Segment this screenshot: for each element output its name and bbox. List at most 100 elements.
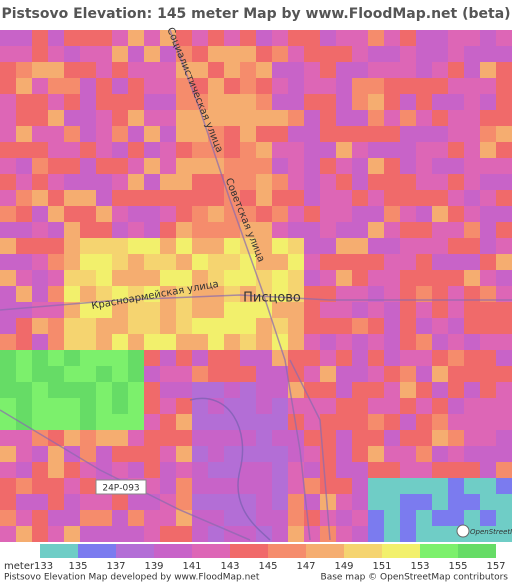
raster-cell [416, 318, 432, 334]
raster-cell [32, 30, 48, 46]
raster-cell [176, 318, 192, 334]
raster-cell [416, 110, 432, 126]
raster-cell [352, 350, 368, 366]
raster-cell [96, 286, 112, 302]
raster-cell [256, 94, 272, 110]
raster-cell [384, 430, 400, 446]
raster-cell [0, 110, 16, 126]
raster-cell [272, 382, 288, 398]
raster-cell [448, 494, 464, 510]
raster-cell [32, 62, 48, 78]
raster-cell [208, 190, 224, 206]
raster-cell [0, 510, 16, 526]
raster-cell [208, 238, 224, 254]
raster-cell [176, 446, 192, 462]
raster-cell [336, 414, 352, 430]
raster-cell [240, 142, 256, 158]
raster-cell [256, 62, 272, 78]
raster-cell [176, 206, 192, 222]
raster-cell [480, 254, 496, 270]
raster-cell [144, 206, 160, 222]
raster-cell [112, 318, 128, 334]
raster-cell [496, 62, 512, 78]
raster-cell [368, 238, 384, 254]
raster-cell [320, 382, 336, 398]
raster-cell [144, 270, 160, 286]
raster-cell [128, 94, 144, 110]
raster-cell [320, 494, 336, 510]
raster-cell [256, 430, 272, 446]
raster-cell [32, 254, 48, 270]
raster-cell [304, 366, 320, 382]
raster-cell [96, 398, 112, 414]
raster-cell [448, 430, 464, 446]
raster-cell [32, 174, 48, 190]
legend-tick: 149 [334, 561, 353, 572]
raster-cell [288, 430, 304, 446]
raster-cell [368, 382, 384, 398]
raster-cell [176, 254, 192, 270]
raster-cell [480, 46, 496, 62]
raster-cell [384, 414, 400, 430]
raster-cell [352, 430, 368, 446]
raster-cell [464, 110, 480, 126]
raster-cell [416, 350, 432, 366]
raster-cell [208, 414, 224, 430]
raster-cell [432, 158, 448, 174]
raster-cell [208, 62, 224, 78]
raster-cell [336, 78, 352, 94]
raster-cell [96, 382, 112, 398]
legend-swatch [268, 544, 306, 558]
raster-cell [448, 462, 464, 478]
raster-cell [192, 398, 208, 414]
raster-cell [192, 254, 208, 270]
raster-cell [0, 46, 16, 62]
raster-cell [96, 46, 112, 62]
raster-cell [304, 430, 320, 446]
raster-cell [496, 238, 512, 254]
raster-cell [32, 414, 48, 430]
raster-cell [16, 478, 32, 494]
raster-cell [320, 254, 336, 270]
raster-cell [96, 350, 112, 366]
raster-cell [48, 366, 64, 382]
raster-cell [192, 366, 208, 382]
raster-cell [240, 174, 256, 190]
raster-cell [464, 190, 480, 206]
raster-cell [128, 30, 144, 46]
raster-cell [48, 206, 64, 222]
raster-cell [384, 478, 400, 494]
raster-cell [208, 126, 224, 142]
raster-cell [480, 446, 496, 462]
raster-cell [144, 142, 160, 158]
raster-cell [0, 446, 16, 462]
osm-label: OpenStreetMap [470, 528, 512, 536]
raster-cell [480, 334, 496, 350]
raster-cell [480, 158, 496, 174]
raster-cell [432, 478, 448, 494]
raster-cell [480, 190, 496, 206]
raster-cell [464, 30, 480, 46]
raster-cell [16, 30, 32, 46]
raster-cell [416, 190, 432, 206]
raster-cell [448, 510, 464, 526]
raster-cell [32, 190, 48, 206]
raster-cell [208, 206, 224, 222]
raster-cell [400, 334, 416, 350]
raster-cell [240, 414, 256, 430]
raster-cell [224, 382, 240, 398]
raster-cell [64, 110, 80, 126]
raster-cell [336, 366, 352, 382]
raster-cell [256, 510, 272, 526]
raster-cell [224, 46, 240, 62]
raster-cell [496, 110, 512, 126]
raster-cell [128, 254, 144, 270]
raster-cell [144, 334, 160, 350]
raster-cell [192, 494, 208, 510]
raster-cell [368, 270, 384, 286]
raster-cell [48, 126, 64, 142]
raster-cell [160, 142, 176, 158]
raster-cell [144, 254, 160, 270]
raster-cell [112, 254, 128, 270]
raster-cell [368, 286, 384, 302]
